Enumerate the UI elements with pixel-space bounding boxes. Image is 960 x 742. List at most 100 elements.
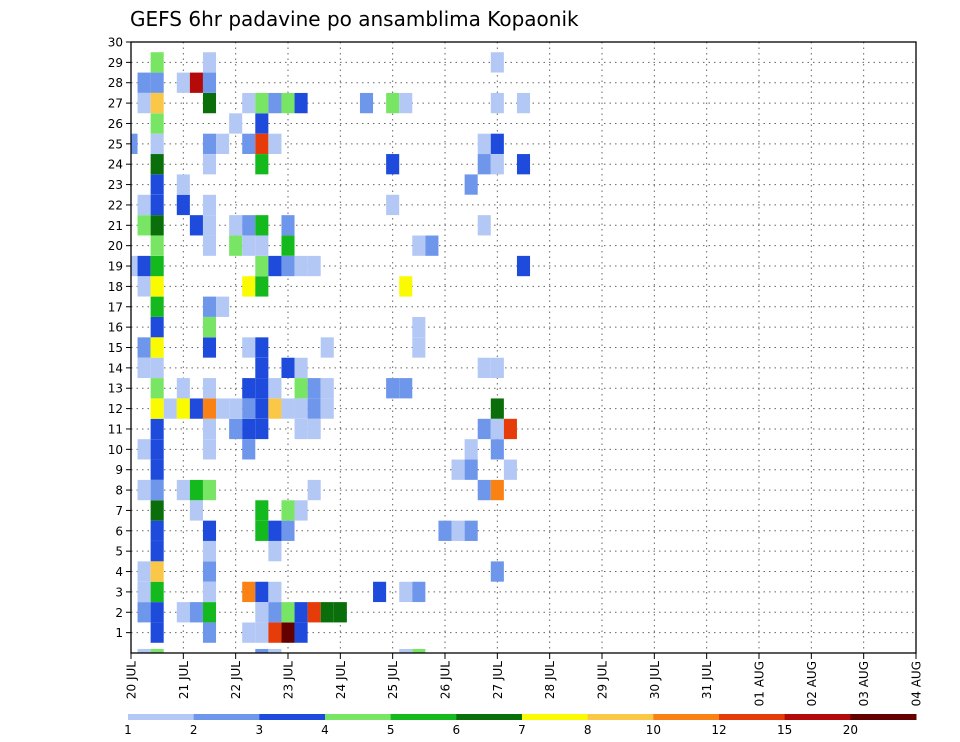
precip-cell (137, 439, 151, 460)
precip-cell (255, 398, 269, 419)
precip-cell (255, 235, 269, 256)
y-tick-label: 11 (108, 422, 123, 436)
precip-cell (137, 648, 151, 653)
colorbar-segment (784, 714, 851, 720)
x-tick-label: 02 AUG (805, 661, 819, 706)
precip-cell (150, 92, 164, 114)
precip-cell (294, 357, 308, 379)
x-tick-label: 28 JUL (543, 661, 557, 699)
precip-cell (399, 648, 413, 653)
precip-cell (202, 520, 217, 541)
precip-cell (202, 378, 217, 399)
precip-cell (150, 276, 164, 297)
precip-cell (399, 276, 413, 297)
x-tick-label: 21 JUL (177, 661, 191, 699)
precip-cell (294, 255, 308, 277)
precip-cell (189, 479, 203, 501)
precip-cell (202, 194, 217, 216)
precip-cell (202, 133, 217, 154)
precip-cell (307, 418, 321, 440)
precip-cell (255, 378, 269, 399)
precip-cell (359, 92, 374, 114)
colorbar-label: 20 (843, 723, 858, 737)
y-tick-label: 29 (108, 56, 123, 70)
precip-cell (294, 602, 308, 623)
precip-cell (307, 398, 321, 419)
precip-cell (242, 378, 256, 399)
precip-cell (189, 215, 203, 236)
precip-cell (137, 92, 151, 114)
precip-cell (451, 459, 465, 480)
precip-cell (490, 357, 504, 379)
y-tick-label: 26 (108, 117, 123, 131)
precip-cell (307, 255, 321, 277)
precip-cell (255, 255, 269, 277)
precip-cell (216, 133, 230, 154)
x-tick-label: 31 JUL (700, 661, 714, 699)
precip-cell (294, 92, 308, 114)
colorbar-segment (456, 714, 523, 720)
x-axis: 20 JUL 21 JUL 22 JUL 23 JUL 24 JUL 25 JUL 26 J… (125, 653, 924, 706)
precip-cell (268, 92, 282, 114)
y-tick-label: 30 (108, 36, 123, 50)
precip-cell (150, 174, 164, 195)
precip-cell (281, 520, 295, 541)
x-tick-label: 24 JUL (334, 661, 348, 699)
precip-cell (137, 561, 151, 582)
precip-cell (268, 581, 282, 603)
y-tick-label: 23 (108, 178, 123, 192)
colorbar-segment (719, 714, 786, 720)
precip-cell (150, 316, 164, 338)
precip-cell (176, 602, 190, 623)
precip-cell (150, 561, 164, 582)
precip-cell (202, 398, 217, 419)
precip-cell (242, 398, 256, 419)
y-tick-label: 28 (108, 76, 123, 90)
y-tick-label: 10 (108, 443, 123, 457)
precip-cell (176, 398, 190, 419)
y-tick-label: 12 (108, 402, 123, 416)
precip-cell (202, 154, 217, 175)
precip-cell (255, 154, 269, 175)
precip-cell (176, 194, 190, 216)
precip-cell (150, 235, 164, 256)
precip-cell (202, 581, 217, 603)
precip-cell (294, 378, 308, 399)
precip-cell (150, 357, 164, 379)
precip-cell (202, 418, 217, 440)
y-tick-label: 2 (115, 606, 123, 620)
precip-cell (242, 92, 256, 114)
precip-cell (399, 581, 413, 603)
precip-cell (490, 52, 504, 73)
precip-cell (373, 581, 387, 603)
precip-cell (477, 154, 491, 175)
y-tick-label: 7 (115, 504, 123, 518)
precip-cell (202, 541, 217, 562)
precip-cell (137, 194, 151, 216)
precip-cell (255, 500, 269, 521)
precip-cell (464, 439, 478, 460)
precip-cell (242, 337, 256, 358)
precip-cell (216, 296, 230, 317)
precip-cell (516, 154, 531, 175)
precip-cell (242, 235, 256, 256)
precip-cell (268, 541, 282, 562)
precip-cell (464, 174, 478, 195)
colorbar-segment (128, 714, 195, 720)
x-tick-label: 22 JUL (229, 661, 243, 699)
precip-cell (202, 622, 217, 643)
precip-cell (176, 72, 190, 93)
precip-cell (202, 316, 217, 338)
y-tick-label: 6 (115, 524, 123, 538)
precip-cell (268, 398, 282, 419)
colorbar-label: 1 (124, 723, 132, 737)
precip-cell (150, 378, 164, 399)
precip-cell (281, 500, 295, 521)
precip-cell (202, 439, 217, 460)
precip-cell (242, 276, 256, 297)
precip-cell (202, 602, 217, 623)
precip-cell (516, 92, 531, 114)
precip-cell (490, 439, 504, 460)
y-tick-label: 27 (108, 97, 123, 111)
